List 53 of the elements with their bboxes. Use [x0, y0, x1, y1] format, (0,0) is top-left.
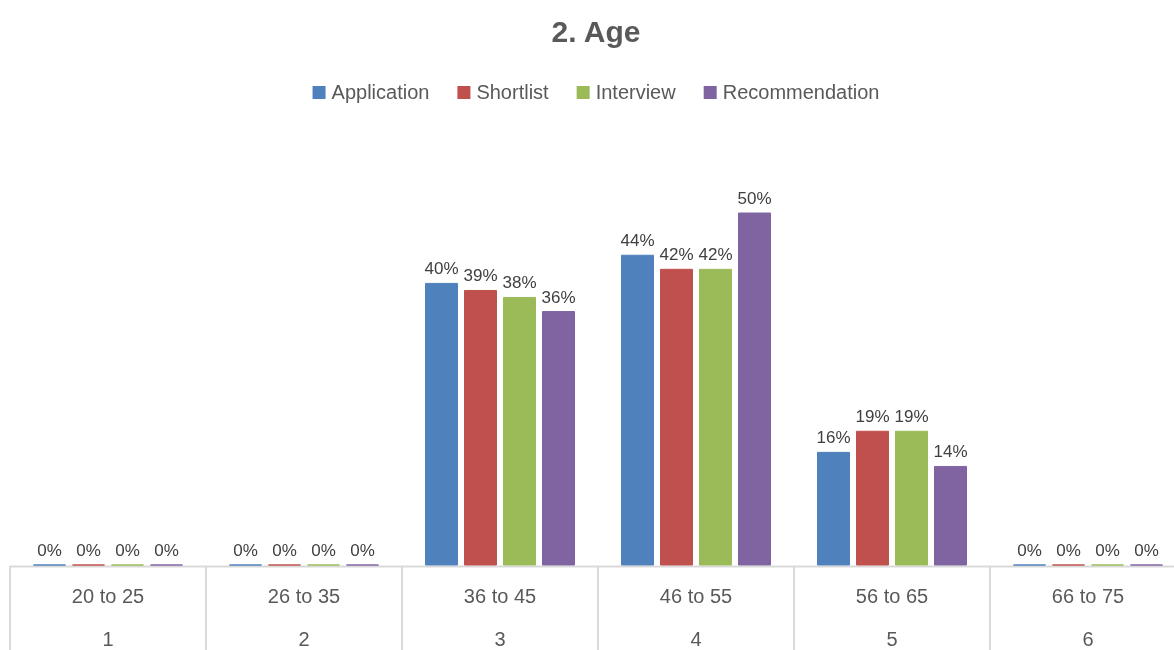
bar [464, 289, 497, 566]
bar [425, 282, 458, 566]
data-label: 0% [76, 541, 101, 560]
data-label: 0% [272, 541, 297, 560]
data-label: 0% [350, 541, 375, 560]
chart-title: 2. Age [551, 15, 641, 48]
data-label: 40% [424, 259, 459, 279]
x-tick-label: 56 to 65 [855, 585, 929, 607]
text: 3 [494, 628, 506, 650]
data-label: 36% [541, 287, 576, 307]
text: 4 [690, 628, 702, 650]
bar [817, 451, 850, 566]
data-label: 0% [154, 541, 179, 560]
data-label: 16% [816, 428, 851, 448]
data-label: 0% [1056, 541, 1081, 560]
bar [621, 254, 654, 566]
data-label: 0% [311, 541, 336, 560]
text: 1 [102, 628, 114, 650]
data-label: 44% [620, 231, 655, 251]
bar [895, 430, 928, 566]
bar [542, 311, 575, 566]
bar [660, 268, 693, 566]
data-label: 42% [698, 245, 733, 265]
x-tick-label: 36 to 45 [463, 585, 537, 607]
bar [503, 296, 536, 566]
data-label: 0% [1134, 541, 1159, 560]
data-label: 19% [894, 407, 929, 427]
data-label: 39% [463, 266, 498, 286]
bar [934, 465, 967, 566]
legend-label: Interview [595, 81, 677, 103]
data-label: 0% [1017, 541, 1042, 560]
legend-label: Recommendation [722, 81, 880, 103]
x-tick-label: 26 to 35 [267, 585, 341, 607]
data-label: 14% [933, 442, 968, 462]
data-label: 0% [115, 541, 140, 560]
text: 6 [1082, 628, 1094, 650]
data-label: 0% [1095, 541, 1120, 560]
data-label: 42% [659, 245, 694, 265]
text: 2 [298, 628, 310, 650]
legend-label: Shortlist [476, 81, 550, 103]
x-tick-label: 66 to 75 [1051, 585, 1125, 607]
x-tick-label: 20 to 25 [71, 585, 145, 607]
data-label: 19% [855, 407, 890, 427]
text: 5 [886, 628, 898, 650]
data-label: 38% [502, 273, 537, 293]
bar [856, 430, 889, 566]
data-label: 0% [37, 541, 62, 560]
legend-label: Application [331, 81, 430, 103]
bar [699, 268, 732, 566]
data-label: 0% [233, 541, 258, 560]
x-tick-label: 46 to 55 [659, 585, 733, 607]
bar [738, 212, 771, 566]
data-label: 50% [737, 189, 772, 208]
